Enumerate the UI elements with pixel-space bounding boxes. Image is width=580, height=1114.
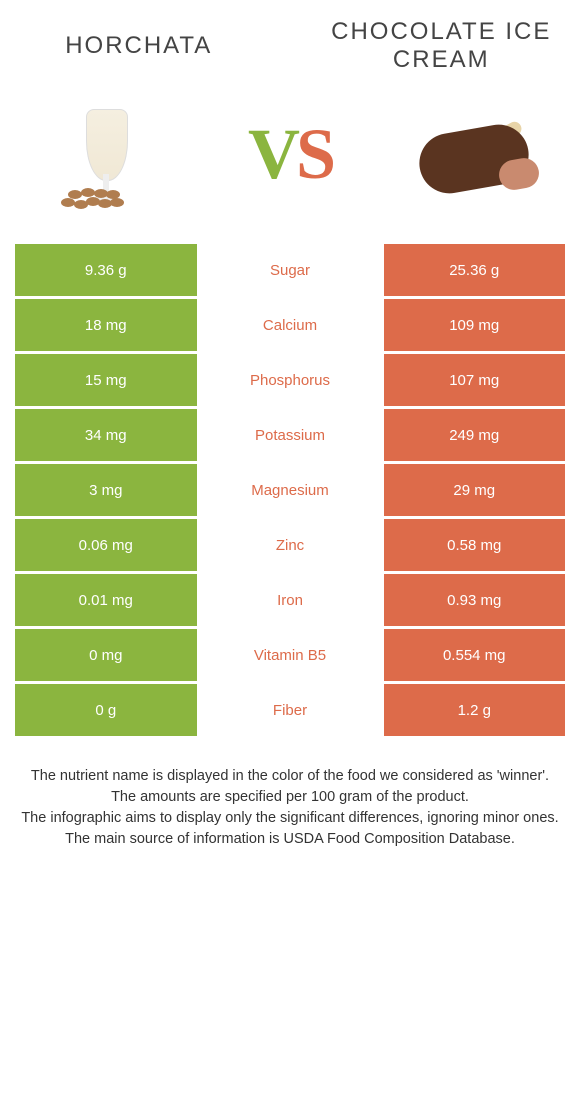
nutrient-label: Iron — [197, 574, 384, 626]
table-row: 0.01 mgIron0.93 mg — [15, 574, 565, 626]
table-row: 18 mgCalcium109 mg — [15, 299, 565, 351]
right-value: 0.93 mg — [384, 574, 566, 626]
right-value: 107 mg — [384, 354, 566, 406]
nutrient-label: Sugar — [197, 244, 384, 296]
left-title: Horchata — [15, 32, 263, 60]
images-row: VS — [15, 84, 565, 224]
right-value: 25.36 g — [384, 244, 566, 296]
comparison-table: 9.36 gSugar25.36 g18 mgCalcium109 mg15 m… — [15, 244, 565, 736]
left-value: 0.01 mg — [15, 574, 197, 626]
table-row: 3 mgMagnesium29 mg — [15, 464, 565, 516]
horchata-glass-icon — [76, 99, 136, 209]
right-value: 29 mg — [384, 464, 566, 516]
footnote-line: The amounts are specified per 100 gram o… — [15, 787, 565, 808]
table-row: 0 gFiber1.2 g — [15, 684, 565, 736]
nutrient-label: Magnesium — [197, 464, 384, 516]
nutrient-label: Phosphorus — [197, 354, 384, 406]
right-title: Chocolate Ice Cream — [318, 18, 566, 74]
ice-cream-bar-icon — [399, 109, 549, 199]
left-value: 34 mg — [15, 409, 197, 461]
footnote-line: The infographic aims to display only the… — [15, 808, 565, 829]
left-value: 0 mg — [15, 629, 197, 681]
nutrient-label: Potassium — [197, 409, 384, 461]
right-value: 1.2 g — [384, 684, 566, 736]
nutrient-label: Zinc — [197, 519, 384, 571]
right-food-image — [384, 84, 566, 224]
vs-v: V — [248, 114, 296, 194]
vs-s: S — [296, 114, 332, 194]
nutrient-label: Calcium — [197, 299, 384, 351]
nutrient-label: Vitamin B5 — [197, 629, 384, 681]
vs-label: VS — [199, 113, 381, 196]
table-row: 34 mgPotassium249 mg — [15, 409, 565, 461]
table-row: 15 mgPhosphorus107 mg — [15, 354, 565, 406]
table-row: 0 mgVitamin B50.554 mg — [15, 629, 565, 681]
table-row: 0.06 mgZinc0.58 mg — [15, 519, 565, 571]
comparison-infographic: Horchata Chocolate Ice Cream — [0, 0, 580, 880]
left-value: 15 mg — [15, 354, 197, 406]
right-value: 0.58 mg — [384, 519, 566, 571]
nutrient-label: Fiber — [197, 684, 384, 736]
left-value: 0.06 mg — [15, 519, 197, 571]
footnotes: The nutrient name is displayed in the co… — [15, 766, 565, 850]
right-value: 109 mg — [384, 299, 566, 351]
footnote-line: The main source of information is USDA F… — [15, 829, 565, 850]
left-food-image — [15, 84, 197, 224]
header: Horchata Chocolate Ice Cream — [15, 18, 565, 74]
left-value: 18 mg — [15, 299, 197, 351]
right-value: 249 mg — [384, 409, 566, 461]
table-row: 9.36 gSugar25.36 g — [15, 244, 565, 296]
right-value: 0.554 mg — [384, 629, 566, 681]
left-value: 9.36 g — [15, 244, 197, 296]
left-value: 3 mg — [15, 464, 197, 516]
footnote-line: The nutrient name is displayed in the co… — [15, 766, 565, 787]
left-value: 0 g — [15, 684, 197, 736]
